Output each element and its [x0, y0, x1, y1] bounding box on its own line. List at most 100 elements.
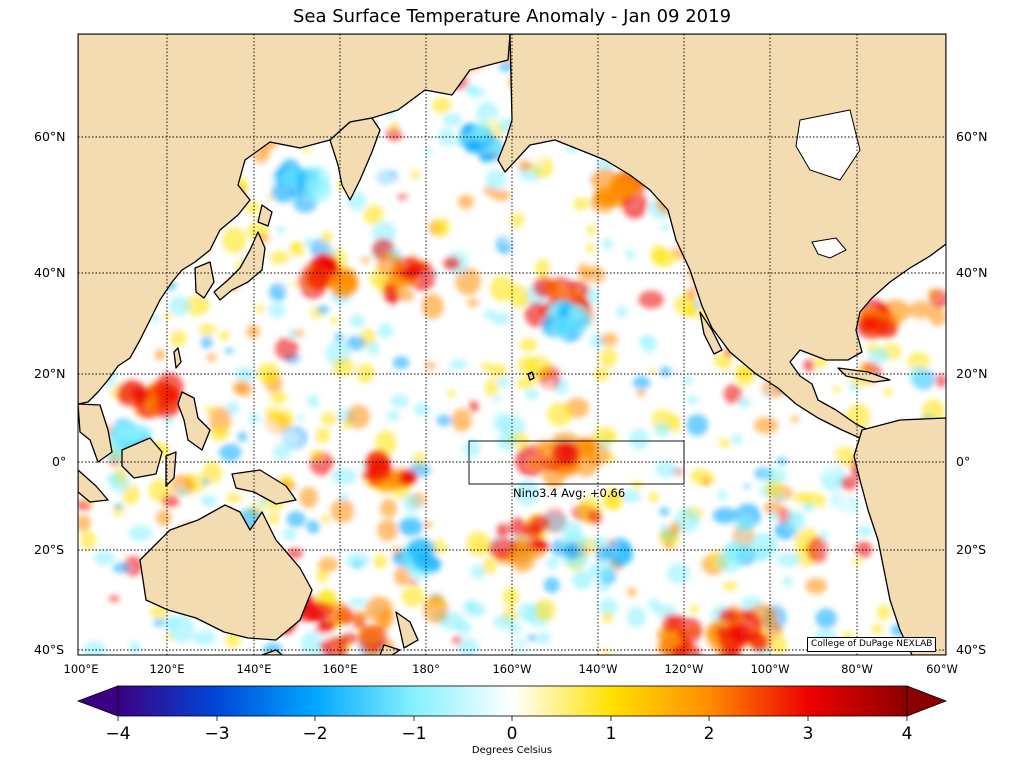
anomaly-patch — [701, 477, 712, 487]
anomaly-patch — [573, 197, 589, 211]
anomaly-patch — [860, 361, 873, 374]
anomaly-patch — [586, 224, 596, 236]
anomaly-patch — [114, 502, 123, 510]
anomaly-patch — [718, 608, 738, 622]
anomaly-patch — [737, 396, 751, 409]
anomaly-patch — [268, 302, 286, 318]
anomaly-patch — [459, 566, 473, 576]
anomaly-patch — [458, 637, 479, 655]
anomaly-patch — [723, 384, 743, 404]
land-korea — [194, 261, 215, 299]
colorbar-low-extend — [76, 685, 119, 717]
anomaly-patch — [468, 86, 486, 99]
anomaly-patch — [876, 604, 892, 621]
land-borneo — [121, 437, 163, 479]
anomaly-patch — [547, 402, 573, 427]
anomaly-patch — [371, 169, 391, 183]
anomaly-patch — [423, 521, 433, 529]
anomaly-patch — [309, 449, 324, 460]
anomaly-patch — [433, 217, 451, 237]
anomaly-patch — [483, 309, 496, 320]
anomaly-patch — [390, 120, 400, 131]
anomaly-patch — [803, 358, 816, 372]
anomaly-patch — [275, 430, 301, 447]
anomaly-patch — [409, 242, 426, 259]
anomaly-patch — [376, 252, 403, 278]
anomaly-patch — [350, 610, 368, 622]
anomaly-patch — [588, 509, 603, 525]
anomaly-patch — [603, 491, 624, 511]
anomaly-patch — [805, 577, 828, 595]
anomaly-patch — [463, 599, 478, 614]
anomaly-patch — [299, 486, 318, 509]
anomaly-patch — [409, 579, 419, 586]
anomaly-patch — [636, 388, 646, 398]
colorbar-ticks — [117, 716, 908, 721]
anomaly-patch — [169, 295, 190, 317]
lon-label-120e: 120°E — [149, 662, 185, 676]
anomaly-patch — [410, 169, 421, 180]
anomaly-patch — [713, 353, 733, 370]
anomaly-patch — [338, 492, 349, 501]
anomaly-patch — [832, 385, 841, 393]
anomaly-patch — [473, 129, 486, 138]
anomaly-patch — [232, 380, 246, 395]
graticule — [78, 34, 946, 655]
anomaly-patch — [128, 641, 142, 655]
anomaly-patch — [373, 145, 391, 166]
anomaly-patch — [927, 288, 939, 300]
anomaly-patch — [482, 361, 493, 372]
anomaly-patch — [659, 523, 668, 532]
anomaly-patch — [724, 476, 745, 491]
anomaly-patch — [770, 635, 788, 655]
anomaly-patch — [226, 493, 242, 503]
land-hokkaido — [257, 204, 273, 227]
anomaly-patch — [307, 393, 320, 409]
anomaly-patch — [151, 315, 161, 323]
anomaly-patch — [660, 224, 672, 232]
anomaly-patch — [631, 480, 643, 490]
lon-label-100w: 100°W — [750, 662, 790, 676]
anomaly-patch — [349, 314, 365, 328]
anomaly-patch — [594, 367, 610, 382]
anomaly-patch — [662, 613, 679, 632]
anomaly-patch — [400, 121, 413, 132]
anomaly-patch — [496, 432, 517, 451]
lon-label-60w: 60°W — [926, 662, 958, 676]
land-australia — [139, 504, 313, 641]
anomaly-patch — [463, 438, 481, 459]
anomaly-patch — [377, 323, 394, 339]
anomaly-patch — [303, 147, 312, 154]
anomaly-patch — [389, 394, 409, 408]
anomaly-patch — [321, 412, 338, 426]
colorbar-tick-label: −2 — [302, 724, 328, 744]
anomaly-patch — [824, 535, 847, 556]
anomaly-patch — [398, 468, 416, 486]
anomaly-patch — [346, 335, 366, 351]
anomaly-patch — [112, 562, 131, 574]
colorbar-high-extend — [906, 685, 948, 717]
anomaly-patch — [607, 537, 633, 568]
anomaly-patch — [685, 304, 697, 316]
anomaly-patch — [676, 617, 703, 644]
anomaly-patch — [484, 379, 500, 397]
anomaly-patch — [535, 439, 554, 452]
anomaly-patch — [413, 403, 431, 417]
anomaly-patch — [402, 174, 428, 204]
anomaly-patch — [254, 305, 266, 313]
land-sumatra — [78, 469, 109, 503]
anomaly-patch — [748, 532, 779, 559]
anomaly-patch — [509, 542, 536, 573]
anomaly-patch — [734, 514, 754, 536]
anomaly-patch — [730, 434, 743, 445]
colorbar — [76, 685, 948, 721]
anomaly-patch — [527, 634, 538, 642]
anomaly-patch — [375, 430, 397, 456]
anomaly-patch — [543, 577, 560, 594]
anomaly-patch — [719, 454, 730, 464]
land-south-america — [853, 417, 946, 655]
anomaly-patch — [468, 70, 487, 83]
anomaly-patch — [451, 319, 469, 338]
anomaly-patch — [489, 275, 515, 302]
anomaly-patch — [600, 332, 618, 347]
